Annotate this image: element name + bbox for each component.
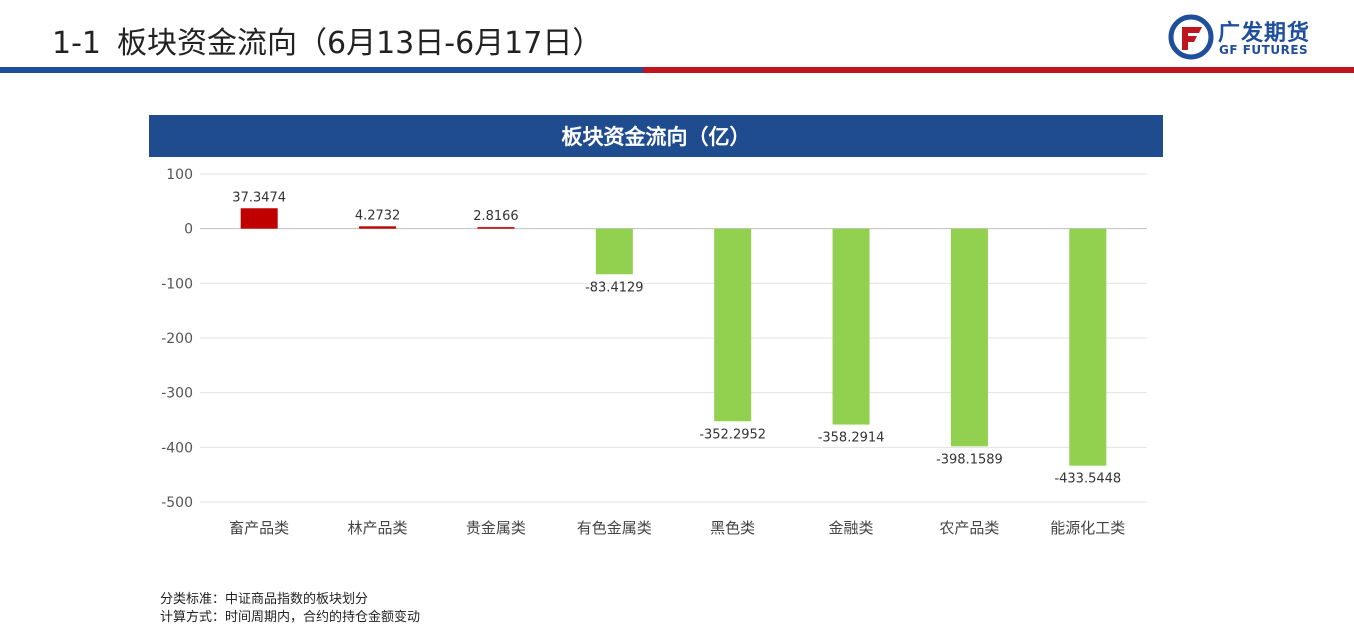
category-label: 贵金属类 [466,519,526,537]
logo-name-en: GF FUTURES [1219,43,1309,57]
bar [1069,228,1107,466]
data-label: -398.1589 [936,452,1003,467]
bar [832,228,870,425]
y-tick-label: -400 [161,440,193,456]
category-label: 畜产品类 [229,519,289,537]
data-label: -352.2952 [699,427,766,442]
data-label: -358.2914 [818,431,885,446]
section-number: 1-1 [52,26,101,61]
y-tick-label: -300 [161,386,193,402]
logo-name-cn: 广发期货 [1218,21,1311,46]
footnotes: 分类标准：中证商品指数的板块划分 计算方式：时间周期内，合约的持仓金额变动 [160,591,420,627]
data-label: -433.5448 [1054,472,1121,487]
title-rule-red [643,67,1354,73]
category-label: 林产品类 [348,519,408,537]
data-label: 2.8166 [473,209,519,224]
y-tick-label: -100 [161,276,193,292]
bar [595,228,633,275]
category-label: 金融类 [829,519,874,537]
y-tick-label: -200 [161,331,193,347]
slide-title: 1-1 板块资金流向（6月13日-6月17日） [52,18,602,62]
note-classification: 分类标准：中证商品指数的板块划分 [160,592,369,607]
title-rule-blue [0,67,643,73]
category-label: 有色金属类 [577,519,652,537]
bar [359,226,397,229]
data-label: -83.4129 [585,280,643,295]
data-label: 37.3474 [232,190,286,205]
category-label: 能源化工类 [1050,519,1125,537]
category-label: 黑色类 [710,519,755,537]
company-logo: 广发期货 GF FUTURES [1168,14,1328,62]
note-method: 计算方式：时间周期内，合约的持仓金额变动 [160,610,421,625]
bar [477,227,515,229]
y-tick-label: 0 [184,222,193,238]
chart-title: 板块资金流向（亿） [149,115,1163,157]
y-tick-label: -500 [161,495,193,511]
data-label: 4.2732 [355,208,401,223]
gf-logo-icon [1168,14,1214,60]
page-title: 板块资金流向（6月13日-6月17日） [117,26,603,61]
bar [950,228,988,447]
y-tick-label: 100 [166,167,193,183]
category-label: 农产品类 [939,519,999,537]
bar [240,208,278,229]
bar [714,228,752,422]
